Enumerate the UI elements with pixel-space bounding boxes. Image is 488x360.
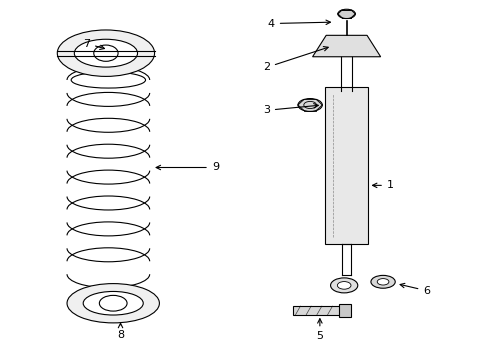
Ellipse shape bbox=[376, 279, 388, 285]
Ellipse shape bbox=[74, 39, 137, 67]
Text: 4: 4 bbox=[267, 18, 330, 28]
Ellipse shape bbox=[83, 292, 143, 315]
Ellipse shape bbox=[297, 99, 322, 111]
Polygon shape bbox=[312, 35, 380, 57]
Ellipse shape bbox=[99, 296, 127, 311]
FancyBboxPatch shape bbox=[292, 306, 346, 315]
Ellipse shape bbox=[57, 30, 154, 76]
Text: 7: 7 bbox=[83, 39, 104, 49]
Text: 6: 6 bbox=[399, 283, 429, 296]
Text: 2: 2 bbox=[262, 46, 327, 72]
Text: 3: 3 bbox=[263, 104, 318, 115]
Ellipse shape bbox=[330, 278, 357, 293]
Text: 8: 8 bbox=[117, 323, 124, 341]
Ellipse shape bbox=[337, 282, 350, 289]
FancyBboxPatch shape bbox=[339, 304, 351, 317]
Ellipse shape bbox=[337, 9, 355, 18]
Text: 9: 9 bbox=[156, 162, 219, 172]
Ellipse shape bbox=[370, 275, 394, 288]
Text: 5: 5 bbox=[316, 319, 323, 342]
Text: 1: 1 bbox=[372, 180, 393, 190]
Ellipse shape bbox=[94, 45, 118, 61]
Ellipse shape bbox=[67, 284, 159, 323]
FancyBboxPatch shape bbox=[324, 87, 368, 244]
